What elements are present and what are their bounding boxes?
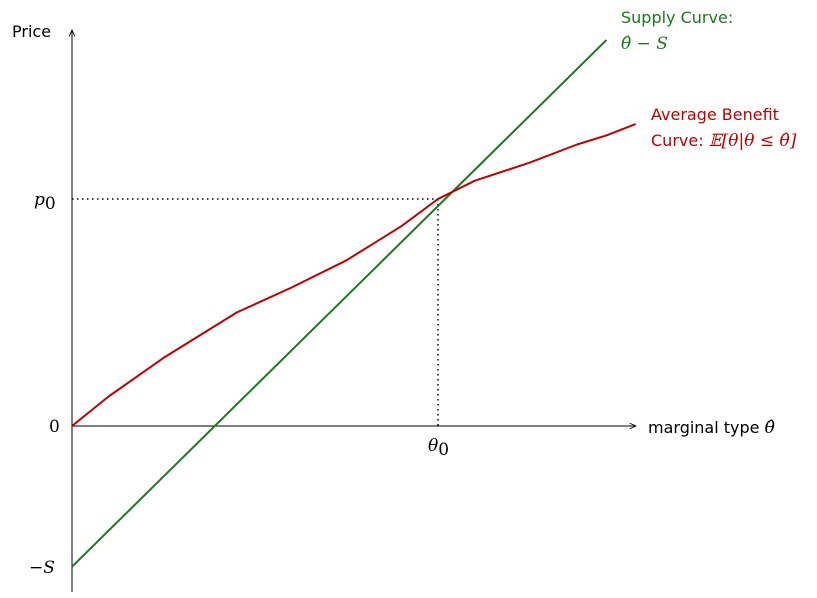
benefit-label-line2: Curve: 𝔼[θ|θ ≤ θ̂] — [651, 131, 797, 151]
tick-label-zero: 0 — [49, 417, 60, 437]
average_benefit-curve — [71, 123, 636, 427]
tick-label-p0: p0 — [34, 190, 56, 214]
tick-label-minus-s: −S — [29, 558, 55, 578]
x-axis-label: marginal type θ̂ — [648, 418, 775, 438]
tick-label-theta0: θ0 — [428, 436, 449, 460]
supply-label-line2: θ̂ − S — [621, 34, 668, 54]
x-axis-label-symbol: θ̂ — [765, 418, 775, 438]
benefit-label-line1: Average Benefit — [651, 105, 779, 124]
x-axis-label-text: marginal type — [648, 418, 765, 437]
y-axis-label: Price — [12, 22, 51, 41]
supply-label-line1: Supply Curve: — [621, 8, 733, 27]
supply-curve — [71, 39, 608, 568]
